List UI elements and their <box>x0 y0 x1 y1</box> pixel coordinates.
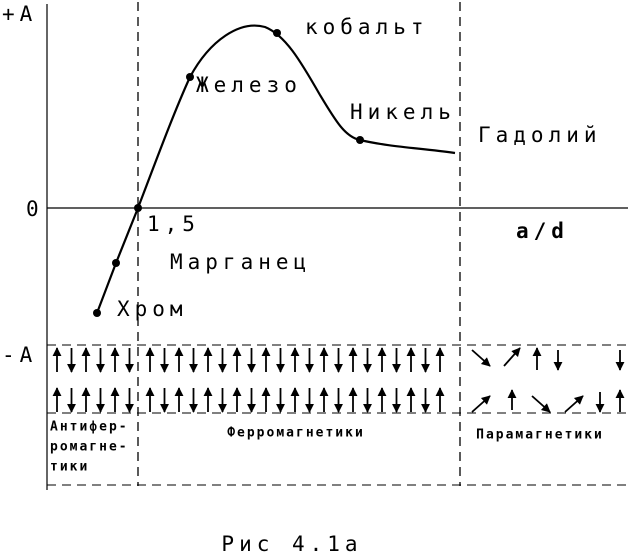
spin-arrow <box>564 395 584 413</box>
element-label: кобальт <box>305 15 429 39</box>
axis-label: 0 <box>26 197 44 221</box>
point <box>273 29 281 37</box>
axis-mark: 1,5 <box>147 212 200 236</box>
element-label: Гадолий <box>478 123 602 147</box>
element-label: Никель <box>350 100 456 124</box>
spin-arrow <box>503 347 521 367</box>
point <box>134 204 142 212</box>
point <box>112 259 120 267</box>
region-label: Ферромагнетики <box>227 426 365 441</box>
spin-arrow <box>471 349 491 367</box>
curve-points <box>93 29 364 317</box>
point <box>356 136 364 144</box>
element-label: Марганец <box>170 250 311 274</box>
caption: Рис 4.1а <box>221 532 362 556</box>
element-label: Хром <box>117 297 188 321</box>
axis-label: +A <box>2 2 37 26</box>
axis-label: a/d <box>516 219 569 243</box>
spin-arrows <box>52 347 625 413</box>
region-label: Парамагнетики <box>476 428 604 443</box>
element-label: Железо <box>196 73 302 97</box>
region-label: ромагне- <box>50 440 129 455</box>
region-label: тики <box>50 460 89 475</box>
point <box>93 309 101 317</box>
axes <box>46 2 628 490</box>
axis-label: -A <box>2 343 37 367</box>
region-label: Антифер- <box>50 420 129 435</box>
spin-arrow <box>471 395 491 413</box>
spin-arrow <box>531 395 551 413</box>
point <box>186 73 194 81</box>
